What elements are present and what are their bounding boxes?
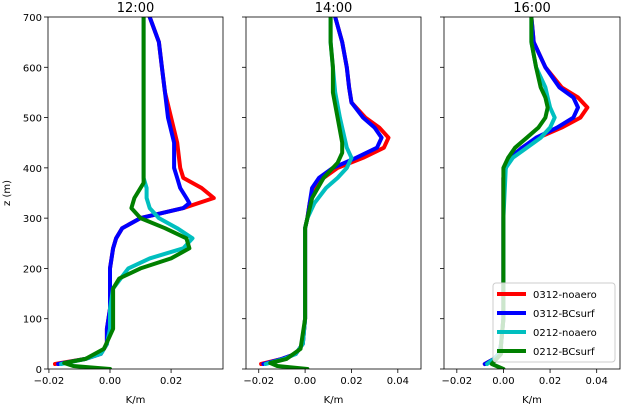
x-tick-label: 0.04 [387,376,409,387]
y-tick-label: 200 [23,264,42,275]
x-tick-label: 0.02 [539,376,561,387]
y-tick-label: 100 [23,315,42,326]
x-tick-label: 0.00 [99,376,121,387]
y-tick-label: 0 [36,365,42,376]
panel-title: 14:00 [315,1,352,16]
legend-label: 0312-BCsurf [533,309,595,320]
legend-label: 0212-BCsurf [533,347,595,358]
x-tick-label: −0.02 [441,376,472,387]
panel-title: 12:00 [117,1,154,16]
x-tick-label: 0.00 [492,376,514,387]
legend-label: 0212-noaero [533,328,597,339]
x-tick-label: −0.02 [243,376,274,387]
x-tick-label: 0.02 [340,376,362,387]
x-axis-label: K/m [126,395,146,406]
x-tick-label: 0.04 [586,376,608,387]
legend-label: 0312-noaero [533,290,597,301]
series-line-0212-noaero [59,17,195,366]
x-axis-label: K/m [522,395,542,406]
axes-frame [47,16,224,370]
series-line-0212-bcsurf [62,17,192,369]
legend-box [492,282,616,363]
y-tick-label: 400 [23,164,42,175]
series-line-0212-noaero [263,17,354,366]
x-tick-label: 0.00 [294,376,316,387]
series-line-0312-bcsurf [56,17,192,366]
x-tick-label: 0.02 [160,376,182,387]
series-line-0312-noaero [53,17,216,366]
y-tick-label: 600 [23,63,42,74]
y-tick-label: 500 [23,114,42,125]
y-tick-label: 300 [23,214,42,225]
y-axis-label: z (m) [2,180,13,206]
series-line-0212-bcsurf [268,17,345,369]
x-axis-label: K/m [324,395,344,406]
axes-frame [443,16,621,370]
panel-title: 16:00 [513,1,550,16]
y-tick-label: 700 [23,13,42,24]
axes-frame [245,16,422,370]
x-tick-label: −0.02 [34,376,65,387]
